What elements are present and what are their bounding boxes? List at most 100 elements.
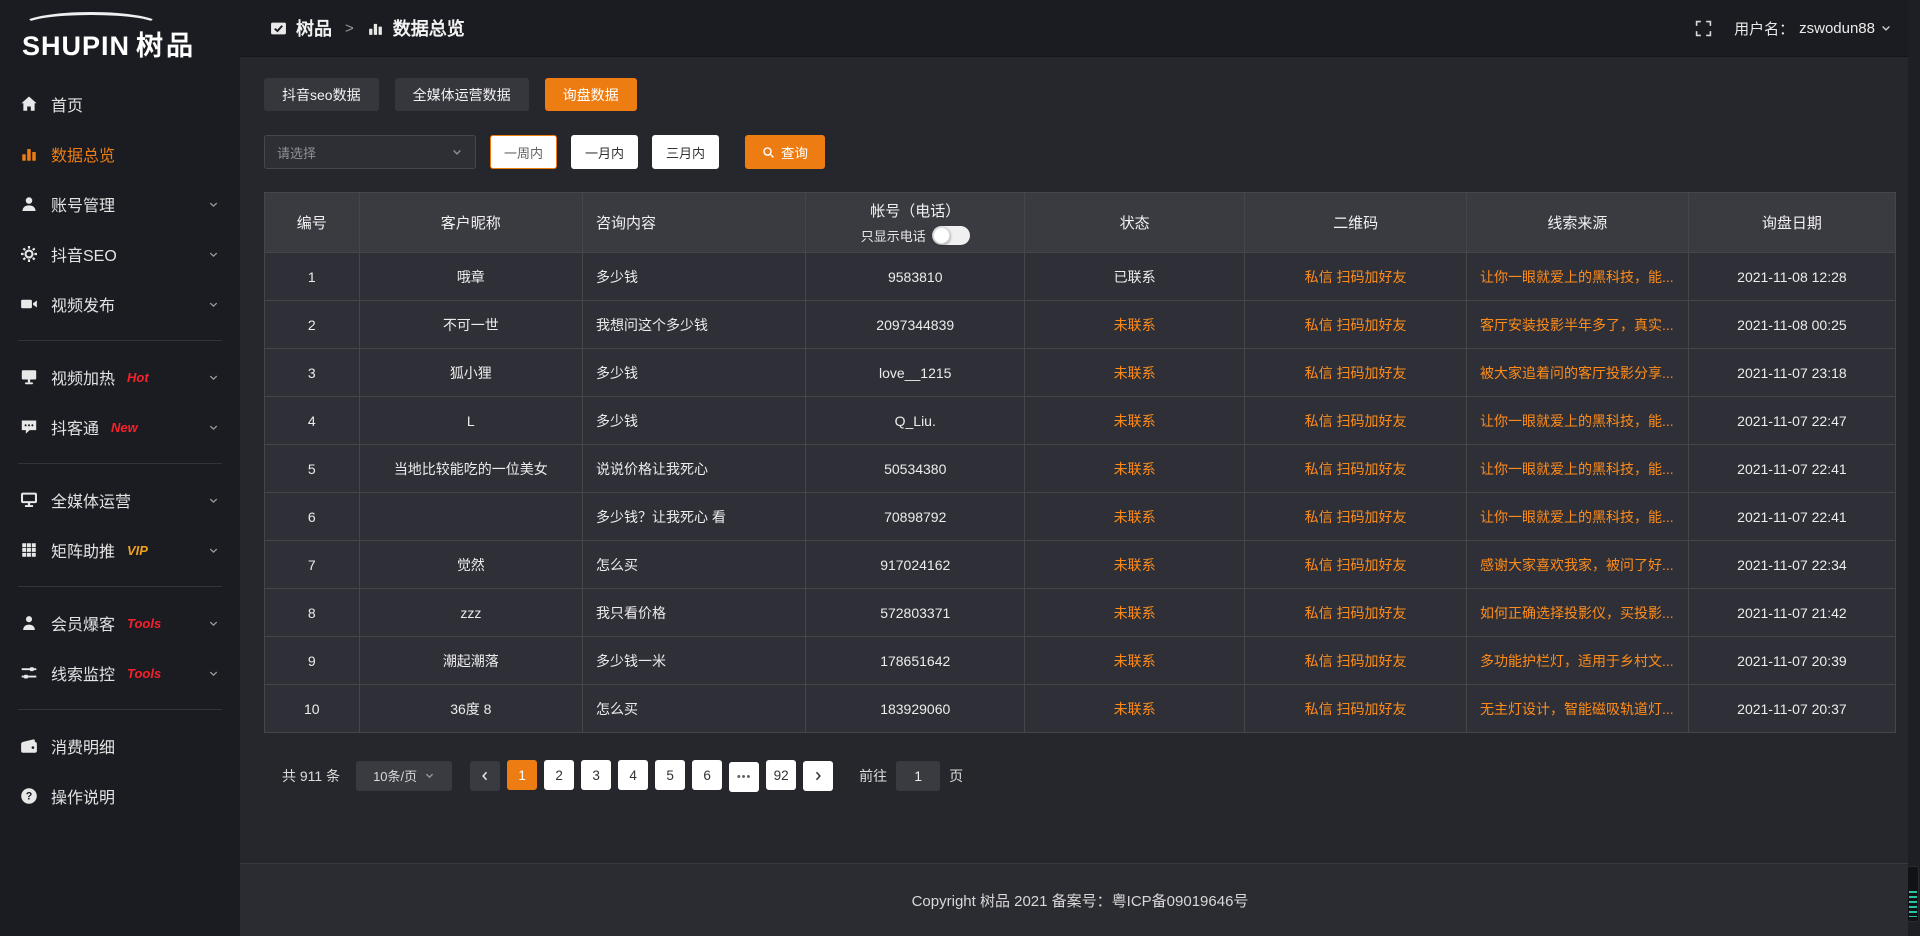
qr-link[interactable]: 扫码加好友 (1336, 412, 1407, 429)
source-link[interactable]: 让你一眼就爱上的黑科技，能... (1480, 508, 1674, 525)
sidebar-item[interactable]: 首页 (0, 79, 240, 129)
fullscreen-icon[interactable] (1695, 20, 1712, 37)
period-button[interactable]: 三月内 (652, 135, 720, 169)
phone-toggle[interactable] (931, 226, 970, 245)
sidebar-item[interactable]: 数据总览 (0, 129, 240, 179)
qr-link[interactable]: 私信 (1304, 316, 1333, 333)
cell-content: 多少钱 (582, 396, 807, 445)
sliders-icon (20, 664, 38, 682)
qr-link[interactable]: 私信 (1304, 652, 1333, 669)
qr-link[interactable]: 私信 (1304, 268, 1333, 285)
status-badge: 未联系 (1024, 540, 1246, 589)
qr-link[interactable]: 私信 (1304, 556, 1333, 573)
sidebar-item[interactable]: 会员爆客 Tools (0, 598, 240, 648)
source-link[interactable]: 无主灯设计，智能磁吸轨道灯... (1480, 700, 1674, 717)
floating-widget[interactable] (1907, 866, 1919, 922)
cell-nickname: L (358, 396, 584, 445)
divider (18, 709, 222, 710)
breadcrumb-separator: > (345, 19, 354, 37)
page-button[interactable]: 2 (544, 760, 575, 790)
sidebar-item[interactable]: 抖音SEO (0, 229, 240, 279)
page-button[interactable]: 5 (655, 760, 686, 790)
qr-link[interactable]: 私信 (1304, 604, 1333, 621)
user-menu[interactable]: 用户名： zswodun88 (1734, 18, 1892, 39)
page-button[interactable]: 1 (507, 760, 538, 790)
qr-link[interactable]: 扫码加好友 (1336, 556, 1407, 573)
qr-link[interactable]: 私信 (1304, 364, 1333, 381)
sidebar-item-label: 全媒体运营 (51, 494, 132, 511)
source-link[interactable]: 感谢大家喜欢我家，被问了好... (1480, 556, 1674, 573)
qr-link[interactable]: 私信 (1304, 412, 1333, 429)
monitor-icon (20, 491, 38, 509)
cell-date: 2021-11-07 21:42 (1687, 588, 1897, 637)
filter-bar: 请选择 一周内 一月内 三月内 查询 (264, 135, 1896, 169)
tab-button[interactable]: 全媒体运营数据 (394, 78, 529, 111)
sidebar-item[interactable]: ? 操作说明 (0, 771, 240, 821)
sidebar-badge: VIP (127, 542, 148, 558)
logo: SHUPIN 树品 (0, 0, 240, 69)
cell-account: 178651642 (805, 636, 1026, 685)
scrollbar-track[interactable] (1908, 0, 1920, 936)
source-link[interactable]: 让你一眼就爱上的黑科技，能... (1480, 268, 1674, 285)
source-link[interactable]: 被大家追着问的客厅投影分享... (1480, 364, 1674, 381)
divider (18, 463, 222, 464)
tab-bar: 抖音seo数据 全媒体运营数据 询盘数据 (264, 78, 1896, 111)
qr-link[interactable]: 扫码加好友 (1336, 316, 1407, 333)
goto-page-input[interactable] (896, 760, 941, 791)
period-button[interactable]: 一月内 (571, 135, 639, 169)
page-button[interactable]: 92 (766, 760, 797, 790)
next-page-button[interactable] (803, 760, 834, 791)
cell-qrcode: 私信 扫码加好友 (1244, 636, 1467, 685)
page-button[interactable]: 6 (692, 760, 723, 790)
period-button[interactable]: 一周内 (490, 135, 558, 169)
status-badge: 已联系 (1024, 252, 1246, 301)
cell-content: 说说价格让我死心 (582, 444, 807, 493)
sidebar-item[interactable]: 账号管理 (0, 179, 240, 229)
source-link[interactable]: 如何正确选择投影仪，买投影... (1480, 604, 1674, 621)
cell-content: 多少钱 (582, 252, 807, 301)
page-size-select[interactable]: 10条/页 (356, 760, 453, 791)
sidebar-item[interactable]: 消费明细 (0, 721, 240, 771)
page-button[interactable]: 4 (618, 760, 649, 790)
qr-link[interactable]: 扫码加好友 (1336, 700, 1407, 717)
sidebar-item[interactable]: 矩阵助推 VIP (0, 525, 240, 575)
sidebar-item-label: 抖音SEO (51, 248, 117, 265)
sidebar-item[interactable]: 视频加热 Hot (0, 352, 240, 402)
search-button[interactable]: 查询 (745, 135, 826, 169)
qr-link[interactable]: 扫码加好友 (1336, 508, 1407, 525)
breadcrumb-root[interactable]: 树品 (296, 19, 332, 39)
qr-link[interactable]: 扫码加好友 (1336, 268, 1407, 285)
qr-link[interactable]: 私信 (1304, 508, 1333, 525)
qr-link[interactable]: 扫码加好友 (1336, 460, 1407, 477)
ellipsis-button[interactable]: ••• (729, 761, 760, 792)
qr-link[interactable]: 私信 (1304, 460, 1333, 477)
source-link[interactable]: 让你一眼就爱上的黑科技，能... (1480, 460, 1674, 477)
goto-label: 前往 (859, 767, 888, 784)
cell-account: 183929060 (805, 684, 1026, 733)
chevron-down-icon (1882, 26, 1890, 31)
source-link[interactable]: 多功能护栏灯，适用于乡村文... (1480, 652, 1674, 669)
qr-link[interactable]: 扫码加好友 (1336, 604, 1407, 621)
cell-qrcode: 私信 扫码加好友 (1244, 396, 1467, 445)
cell-nickname: zzz (358, 588, 584, 637)
sidebar-item[interactable]: 线索监控 Tools (0, 648, 240, 698)
page-button[interactable]: 3 (581, 760, 612, 790)
qr-link[interactable]: 扫码加好友 (1336, 652, 1407, 669)
sidebar-item[interactable]: 抖客通 New (0, 402, 240, 452)
sidebar-item[interactable]: 视频发布 (0, 279, 240, 329)
source-link[interactable]: 客厅安装投影半年多了，真实... (1480, 316, 1674, 333)
cell-source: 被大家追着问的客厅投影分享... (1466, 348, 1689, 397)
sidebar-item[interactable]: 全媒体运营 (0, 475, 240, 525)
copyright-text: Copyright 树品 2021 备案号：粤ICP备09019646号 (911, 892, 1249, 910)
cell-source: 无主灯设计，智能磁吸轨道灯... (1466, 684, 1689, 733)
tab-button[interactable]: 抖音seo数据 (264, 78, 379, 111)
source-link[interactable]: 让你一眼就爱上的黑科技，能... (1480, 412, 1674, 429)
tab-button[interactable]: 询盘数据 (544, 78, 637, 111)
breadcrumb-current: 数据总览 (392, 19, 465, 39)
filter-select[interactable]: 请选择 (264, 135, 476, 169)
prev-page-button[interactable] (470, 760, 501, 791)
cell-id: 1 (264, 252, 360, 301)
qr-link[interactable]: 扫码加好友 (1336, 364, 1407, 381)
qr-link[interactable]: 私信 (1304, 700, 1333, 717)
